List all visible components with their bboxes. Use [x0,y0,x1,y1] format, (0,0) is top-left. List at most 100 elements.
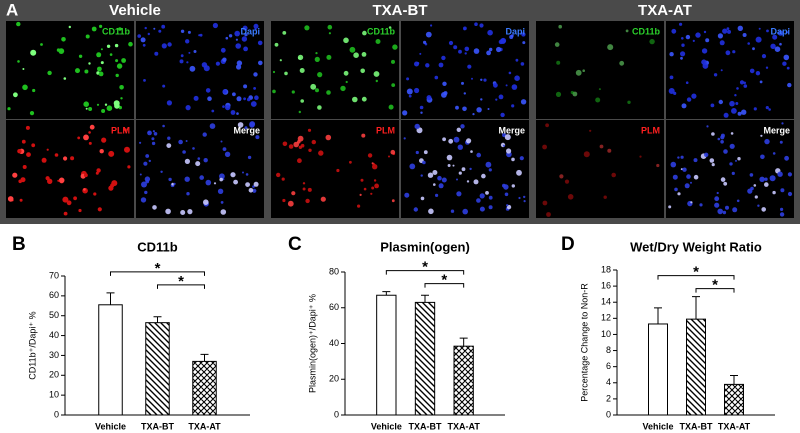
micrograph [6,21,134,119]
cell [765,66,769,69]
cell [140,37,146,43]
cell [291,90,295,94]
cell [297,54,304,61]
cell [371,162,374,165]
cell [503,144,505,147]
cell [774,46,781,52]
cell [476,152,482,158]
cell [685,34,691,40]
cell [692,39,695,43]
cell [784,155,789,161]
cell [17,60,20,63]
cell [361,133,366,138]
cell [729,100,735,107]
cell [680,51,686,57]
cell [58,177,65,184]
cell [693,158,698,163]
significance-label: * [155,260,161,277]
cell [99,24,103,28]
cell [336,168,340,173]
cell [420,111,423,114]
cell [19,198,23,202]
cell [758,27,761,30]
cell [515,58,519,62]
cell [182,150,186,154]
cell [558,24,562,29]
cell [433,183,436,186]
cell [352,96,358,103]
cell [222,105,225,108]
cell [16,21,21,27]
cell [340,85,346,92]
channel-label: PLM [376,125,395,135]
cell [682,167,687,172]
cell [448,40,454,46]
cell [97,66,102,72]
y-tick-label: 40 [329,338,339,348]
cell [493,82,498,88]
cell [423,40,427,45]
cell [116,63,123,69]
cell [253,72,258,77]
cell [511,104,515,108]
cell [291,191,296,196]
cell [162,124,165,128]
error-bar [106,292,115,305]
significance-label: * [422,259,428,276]
cell [691,93,697,99]
cell [726,27,730,30]
cell [725,50,731,56]
cell [47,70,52,76]
cell [166,143,172,149]
cell [479,23,484,28]
cell [725,205,729,210]
cell [180,54,184,58]
cell [84,173,88,178]
cell [564,179,570,184]
cell [124,128,127,132]
cell [360,178,364,182]
cell [98,71,104,77]
cell [453,45,458,50]
cell [41,157,47,163]
cell [367,153,373,158]
cell [185,39,190,44]
cell [362,30,367,36]
cell [408,94,412,98]
cell [222,57,227,62]
cell [428,208,434,215]
cell [199,33,203,37]
y-tick-label: 80 [329,266,339,276]
cell [245,173,249,176]
y-tick-label: 0 [54,409,59,419]
cell [68,25,72,29]
error-bar [153,316,162,323]
cell [89,124,95,130]
cell [595,97,601,103]
cell [297,135,304,142]
cell [85,34,90,39]
cell [222,147,227,152]
cell [414,123,420,130]
cell [464,52,467,55]
cell [503,184,509,190]
cell [287,200,294,207]
cell [118,27,122,31]
cell [778,30,784,36]
cell [729,162,733,166]
channel-label: Merge [763,125,790,135]
cell [83,188,86,191]
cell [61,37,66,42]
cell [466,138,472,144]
cell [461,167,466,172]
cell [222,89,227,94]
cell [124,146,130,153]
cell [373,71,380,77]
cell [140,197,147,203]
cell [487,29,493,36]
cell [255,135,260,140]
cell [242,25,248,31]
cell [318,150,324,156]
y-tick-label: 10 [49,390,59,400]
